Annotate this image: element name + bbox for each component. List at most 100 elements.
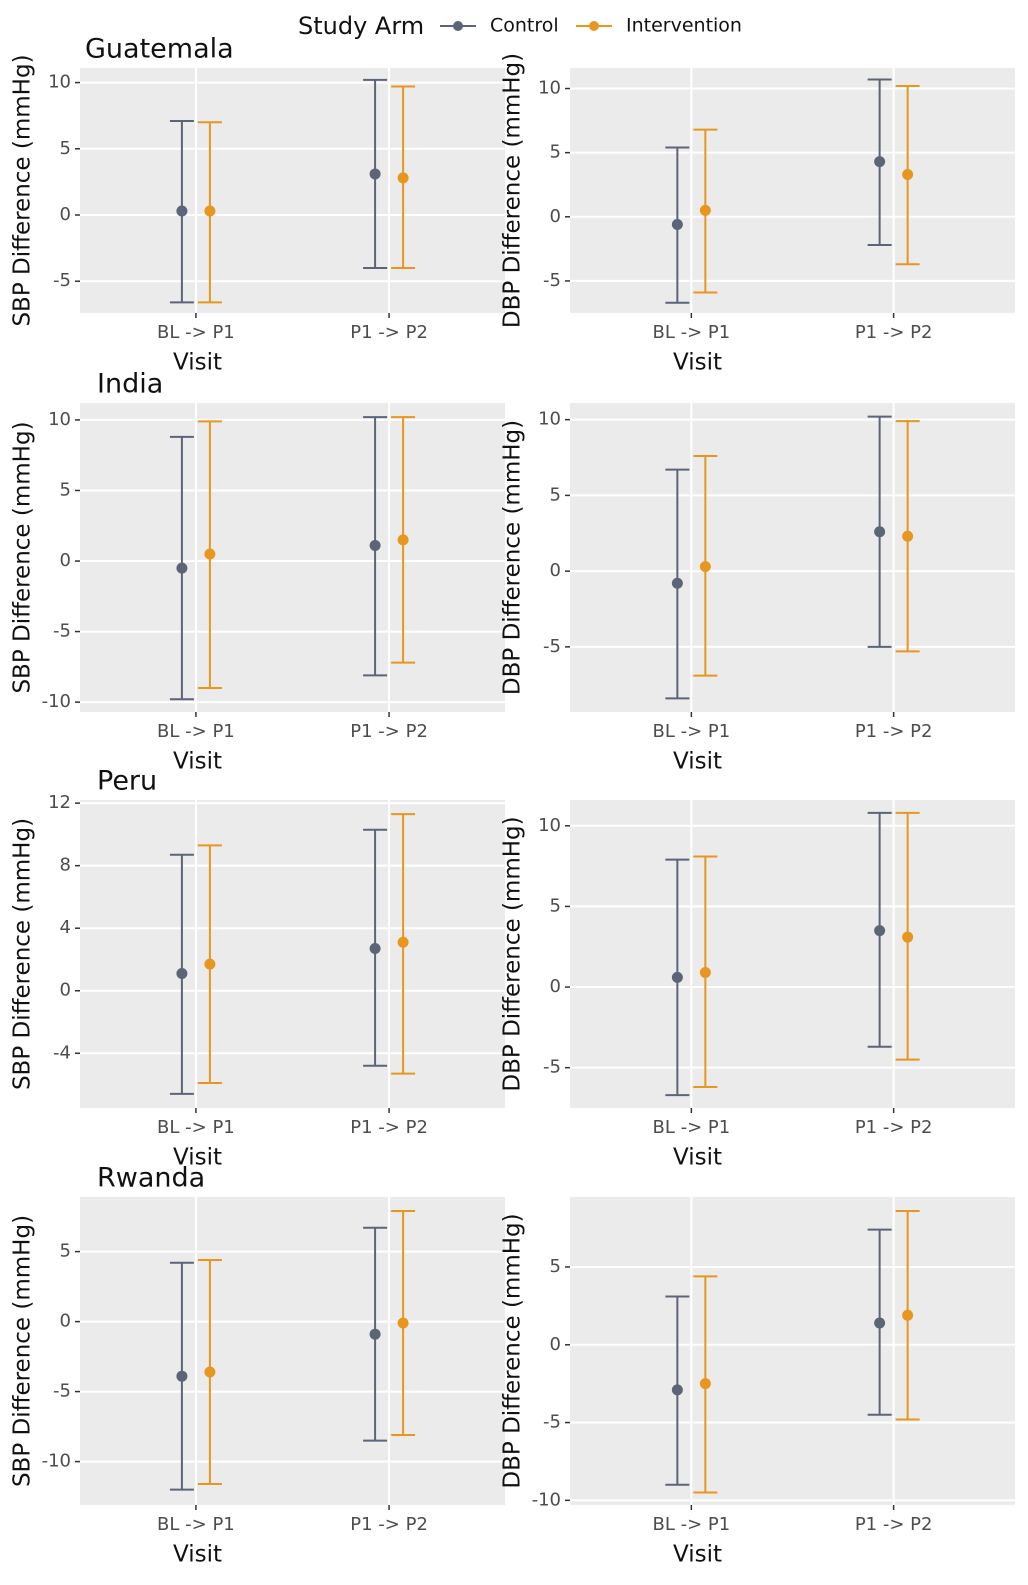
x-tick-label: BL -> P1 — [157, 1514, 235, 1535]
plot-background — [570, 1197, 1015, 1505]
point — [369, 168, 381, 180]
panel-title: Peru — [97, 766, 157, 797]
x-tick-label: BL -> P1 — [653, 1514, 731, 1535]
plot-background — [80, 1197, 505, 1505]
y-tick-label: 5 — [550, 895, 561, 916]
point — [204, 958, 216, 970]
point — [699, 204, 711, 216]
y-tick-label: 10 — [48, 409, 71, 430]
error-bar — [693, 128, 718, 294]
legend-key — [453, 21, 463, 31]
panel-title: India — [97, 369, 163, 400]
y-tick-label: -5 — [543, 270, 561, 291]
error-bar — [895, 84, 920, 266]
error-bar — [363, 828, 388, 1067]
point — [397, 1317, 409, 1329]
x-tick-label: P1 -> P2 — [350, 1514, 428, 1535]
y-axis-title: SBP Difference (mmHg) — [10, 54, 36, 326]
legend-label: Control — [490, 15, 559, 37]
error-bar — [895, 420, 920, 653]
y-tick-label: -5 — [53, 621, 71, 642]
point — [176, 205, 188, 217]
error-bar — [895, 811, 920, 1061]
x-tick-label: P1 -> P2 — [855, 1514, 933, 1535]
y-axis-title: DBP Difference (mmHg) — [500, 420, 526, 695]
error-bar — [169, 853, 194, 1095]
plot-background — [570, 403, 1015, 712]
y-tick-label: 10 — [538, 78, 561, 99]
error-bar — [867, 415, 892, 648]
error-bar — [391, 1210, 416, 1436]
y-axis-title: DBP Difference (mmHg) — [500, 53, 526, 328]
error-bar — [665, 468, 690, 700]
y-tick-label: -10 — [532, 1489, 561, 1510]
point — [204, 548, 216, 560]
error-bar — [867, 78, 892, 247]
x-axis-title: Visit — [673, 749, 722, 775]
error-bar — [197, 420, 222, 690]
error-bar — [391, 416, 416, 664]
panel-title: Guatemala — [85, 34, 234, 65]
y-tick-label: 0 — [60, 550, 71, 571]
y-tick-label: 5 — [550, 484, 561, 505]
legend-title: Study Arm — [298, 12, 424, 40]
plot-background — [80, 403, 505, 712]
point — [671, 218, 683, 230]
y-tick-label: 5 — [60, 479, 71, 500]
y-tick-label: 0 — [550, 1334, 561, 1355]
error-bar — [665, 858, 690, 1097]
point — [176, 1370, 188, 1382]
point — [874, 1317, 886, 1329]
x-tick-label: P1 -> P2 — [855, 721, 933, 742]
y-tick-label: 10 — [538, 409, 561, 430]
y-tick-label: -5 — [53, 1381, 71, 1402]
x-axis-title: Visit — [173, 350, 222, 376]
x-tick-label: P1 -> P2 — [350, 721, 428, 742]
point — [176, 968, 188, 980]
error-bar — [391, 813, 416, 1075]
error-bar — [867, 1228, 892, 1416]
point — [874, 526, 886, 538]
x-axis-title: Visit — [173, 1542, 222, 1568]
point — [204, 205, 216, 217]
y-tick-label: -5 — [543, 636, 561, 657]
x-tick-label: P1 -> P2 — [855, 1117, 933, 1138]
error-bar — [665, 146, 690, 304]
x-axis-title: Visit — [173, 1145, 222, 1171]
error-bar — [197, 121, 222, 304]
plot-background — [570, 800, 1015, 1108]
error-bar — [867, 811, 892, 1048]
y-axis-title: SBP Difference (mmHg) — [10, 1215, 36, 1487]
plot-background — [80, 800, 505, 1108]
point — [369, 1328, 381, 1340]
x-axis-title: Visit — [173, 749, 222, 775]
error-bar — [363, 416, 388, 677]
x-tick-label: BL -> P1 — [157, 322, 235, 343]
y-tick-label: 0 — [60, 980, 71, 1001]
error-bar — [169, 119, 194, 304]
x-tick-label: P1 -> P2 — [855, 322, 933, 343]
y-tick-label: 5 — [550, 1256, 561, 1277]
error-bar — [895, 1210, 920, 1421]
plot-background — [80, 68, 505, 313]
error-bar — [391, 85, 416, 269]
y-tick-label: 5 — [550, 142, 561, 163]
error-bar — [693, 455, 718, 677]
x-tick-label: BL -> P1 — [157, 1117, 235, 1138]
x-axis-title: Visit — [673, 350, 722, 376]
legend-label: Intervention — [626, 15, 742, 37]
point — [671, 577, 683, 589]
x-axis-title: Visit — [673, 1145, 722, 1171]
y-axis-title: SBP Difference (mmHg) — [10, 421, 36, 693]
x-tick-label: BL -> P1 — [157, 721, 235, 742]
error-bar — [363, 1226, 388, 1442]
point — [699, 561, 711, 573]
point — [902, 530, 914, 542]
y-tick-label: 0 — [60, 1311, 71, 1332]
y-axis-title: SBP Difference (mmHg) — [10, 818, 36, 1090]
point — [902, 931, 914, 943]
point — [397, 936, 409, 948]
point — [874, 156, 886, 168]
point — [397, 172, 409, 184]
